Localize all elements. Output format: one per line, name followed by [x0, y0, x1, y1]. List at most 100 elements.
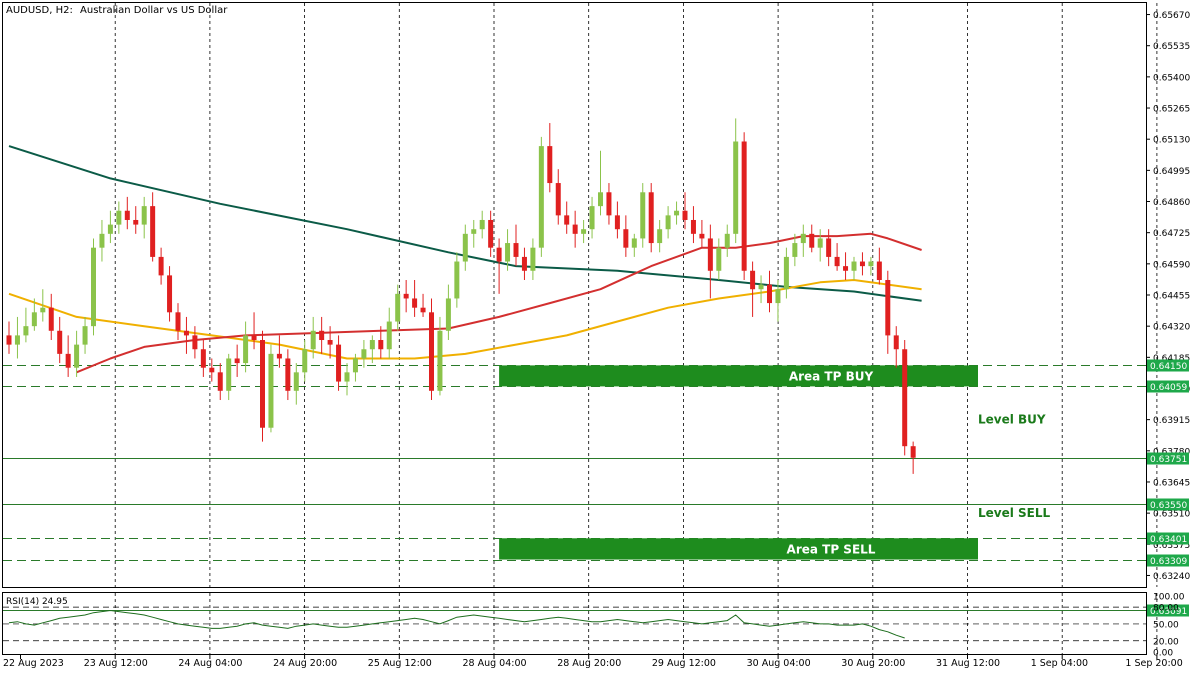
candle [471, 219, 477, 248]
candle [378, 326, 384, 359]
rsi-tick-label: 0.00 [1153, 649, 1173, 659]
candle [513, 224, 519, 267]
candle [572, 210, 578, 248]
price-tick-label: 0.65535 [1153, 42, 1190, 52]
candle-body [572, 224, 578, 234]
candle [775, 279, 781, 322]
candle-body [48, 307, 54, 331]
candle [141, 196, 147, 239]
level-price-tag-text: 0.63751 [1150, 455, 1187, 465]
candle-body [82, 326, 88, 345]
candle [826, 229, 832, 267]
candle-body [57, 330, 63, 354]
candle [674, 201, 680, 225]
candle-body [65, 353, 71, 368]
candle [707, 224, 713, 299]
candle [462, 224, 468, 271]
time-tick-label: 22 Aug 2023 [3, 658, 64, 669]
candle-body [876, 261, 882, 280]
candle [488, 210, 494, 257]
candle [682, 192, 688, 230]
candle [606, 183, 612, 225]
candle-body [589, 206, 595, 230]
price-tick-label: 0.65670 [1153, 11, 1190, 21]
candle [648, 183, 654, 253]
level-text-label: Level SELL [978, 506, 1051, 520]
candle-body [217, 372, 223, 391]
candle [521, 247, 527, 280]
candle-body [462, 233, 468, 262]
candle [657, 219, 663, 253]
candle [91, 238, 96, 336]
candle-body [429, 312, 434, 391]
candle-body [665, 215, 671, 230]
price-tick-label: 0.65130 [1153, 136, 1190, 146]
candle-body [175, 312, 181, 331]
candle-body [124, 210, 130, 220]
level-price-tag-text: 0.64059 [1150, 383, 1187, 393]
candle [361, 340, 367, 368]
candle [200, 340, 206, 377]
time-tick-label: 29 Aug 12:00 [652, 658, 716, 669]
candle [893, 326, 899, 368]
candle [403, 279, 409, 313]
candle [31, 298, 37, 331]
candle [369, 335, 375, 364]
candle-body [758, 284, 764, 290]
candle [336, 335, 342, 391]
candle [99, 219, 105, 262]
candle [699, 219, 705, 248]
candle-body [276, 353, 282, 359]
candle [581, 219, 587, 244]
candle [57, 316, 63, 364]
candle [598, 150, 603, 216]
candle [564, 201, 570, 234]
candle-body [454, 261, 460, 299]
rsi-tick-label: 50.00 [1153, 620, 1179, 630]
price-tick-label: 0.65400 [1153, 73, 1190, 83]
candle [65, 335, 71, 377]
candle [23, 307, 29, 343]
candle-body [606, 192, 612, 216]
candle-body [319, 330, 325, 341]
candle [910, 441, 916, 474]
candle-body [496, 247, 502, 262]
candle-body [91, 247, 96, 327]
candle-body [310, 330, 316, 350]
price-tick-label: 0.64455 [1153, 292, 1190, 302]
candle [420, 293, 426, 317]
candle-body [141, 206, 147, 225]
candle-body [209, 367, 215, 373]
tp-zone [499, 538, 978, 560]
candle-body [716, 247, 722, 271]
candle [107, 210, 113, 244]
candle [48, 293, 54, 341]
time-tick-label: 1 Sep 04:00 [1031, 658, 1088, 669]
tp-zone-label: Area TP BUY [789, 369, 874, 383]
candle-body [260, 340, 265, 428]
candle [167, 266, 173, 322]
candle [183, 316, 189, 354]
candle-body [403, 293, 409, 299]
candle-body [859, 261, 865, 267]
candle-body [285, 358, 291, 391]
candle [724, 224, 730, 257]
candle [352, 353, 358, 382]
candle [851, 256, 857, 280]
candle-body [150, 206, 156, 257]
candle [217, 363, 223, 401]
candle-body [437, 330, 443, 391]
candle [505, 229, 511, 271]
candle [74, 330, 80, 377]
candle [226, 353, 232, 401]
candle [310, 316, 316, 359]
candle-body [538, 146, 544, 248]
candle [327, 326, 333, 359]
candle [158, 247, 164, 285]
candle [783, 247, 789, 299]
candle-body [893, 335, 899, 350]
level-text-label: Level BUY [978, 413, 1046, 427]
rsi-pane-frame [2, 592, 1147, 655]
candle-body [783, 256, 789, 290]
